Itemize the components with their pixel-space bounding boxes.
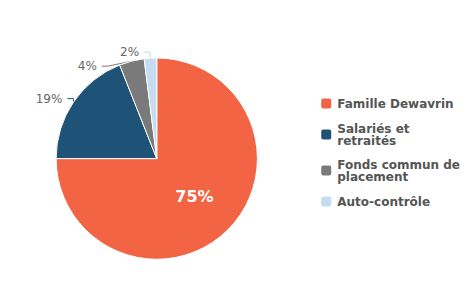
svg-text:Auto-contrôle: Auto-contrôle	[337, 195, 430, 209]
svg-text:19%: 19%	[36, 92, 63, 106]
svg-text:75%: 75%	[175, 187, 213, 206]
svg-text:placement: placement	[337, 170, 408, 184]
svg-text:Salariés et: Salariés et	[337, 121, 410, 136]
svg-text:retraités: retraités	[337, 134, 396, 148]
svg-text:4%: 4%	[78, 59, 97, 73]
svg-text:Fonds commun de: Fonds commun de	[337, 157, 460, 172]
svg-text:2%: 2%	[120, 45, 139, 59]
svg-text:Famille Dewavrin: Famille Dewavrin	[337, 97, 453, 111]
